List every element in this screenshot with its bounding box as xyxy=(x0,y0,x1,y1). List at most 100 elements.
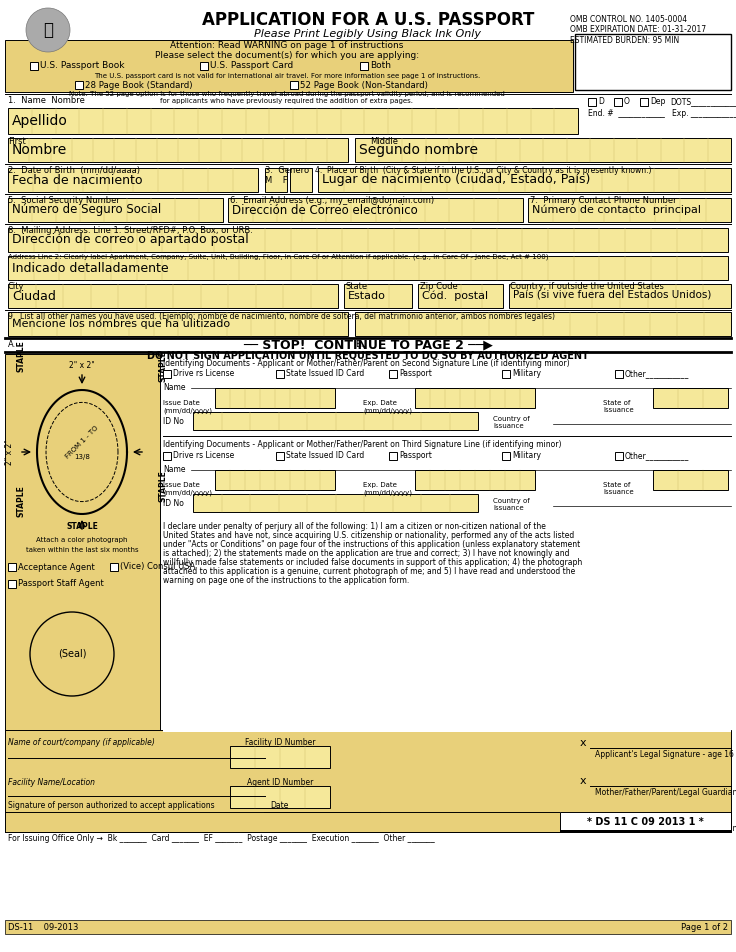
Bar xyxy=(75,81,83,89)
Text: U.S. Passport Book: U.S. Passport Book xyxy=(40,62,124,70)
Text: STAPLE: STAPLE xyxy=(16,486,25,517)
Text: Name of court/company (if applicable): Name of court/company (if applicable) xyxy=(8,738,155,747)
Bar xyxy=(653,388,728,408)
Text: taken within the last six months: taken within the last six months xyxy=(26,547,138,553)
Text: Zip Code: Zip Code xyxy=(420,282,458,291)
Bar xyxy=(193,494,478,512)
Bar xyxy=(502,452,510,460)
Text: Attach a color photograph: Attach a color photograph xyxy=(36,537,128,543)
Text: Name: Name xyxy=(163,466,185,474)
Text: Both: Both xyxy=(370,62,391,70)
Text: Estado: Estado xyxy=(348,291,386,301)
Text: I declare under penalty of perjury all of the following: 1) I am a citizen or no: I declare under penalty of perjury all o… xyxy=(163,522,546,531)
Bar xyxy=(502,370,510,378)
Text: warning on page one of the instructions to the application form.: warning on page one of the instructions … xyxy=(163,576,409,585)
Text: Other___________: Other___________ xyxy=(625,369,690,379)
Text: Name: Name xyxy=(163,384,185,392)
Text: Apellido: Apellido xyxy=(12,114,68,128)
Text: Mencione los nombres que ha ulitizado: Mencione los nombres que ha ulitizado xyxy=(12,319,230,329)
Text: Address Line 2: Clearly label Apartment, Company, Suite, Unit, Building, Floor, : Address Line 2: Clearly label Apartment,… xyxy=(8,254,548,261)
Text: Mother/Father/Parent/Legal Guardian's Signature (if identifying minor): Mother/Father/Parent/Legal Guardian's Si… xyxy=(595,824,736,833)
Text: 13/8: 13/8 xyxy=(74,454,90,460)
Text: Page 1 of 2: Page 1 of 2 xyxy=(681,922,728,931)
Text: Country, if outside the United States: Country, if outside the United States xyxy=(510,282,664,291)
Text: DS-11    09-2013: DS-11 09-2013 xyxy=(8,922,78,931)
Text: Signature of person authorized to accept applications: Signature of person authorized to accept… xyxy=(8,801,215,810)
Bar xyxy=(640,98,648,106)
Bar xyxy=(8,228,728,252)
Text: Acceptance Agent: Acceptance Agent xyxy=(18,563,95,571)
Text: U.S. Passport Card: U.S. Passport Card xyxy=(210,62,293,70)
Text: Cód.  postal: Cód. postal xyxy=(422,290,488,301)
Text: Dirección de correo o apartado postal: Dirección de correo o apartado postal xyxy=(12,233,249,247)
Text: Número de contacto  principal: Número de contacto principal xyxy=(532,205,701,215)
Bar xyxy=(360,62,368,70)
Text: End. #  ____________   Exp. _______________: End. # ____________ Exp. _______________ xyxy=(588,109,736,118)
Text: Facility Name/Location: Facility Name/Location xyxy=(8,778,95,787)
Text: United States and have not, since acquiring U.S. citizenship or nationality, per: United States and have not, since acquir… xyxy=(163,531,574,540)
Bar xyxy=(615,370,623,378)
Text: Indicado detalladamente: Indicado detalladamente xyxy=(12,262,169,274)
Text: x: x xyxy=(580,776,587,786)
Text: for applicants who have previously required the addition of extra pages.: for applicants who have previously requi… xyxy=(160,98,414,104)
Text: Mother/Father/Parent/Legal Guardian's Signature (if identifying minor): Mother/Father/Parent/Legal Guardian's Si… xyxy=(595,788,736,797)
Text: FROM 1 - TO: FROM 1 - TO xyxy=(65,425,99,460)
Text: Identifying Documents - Applicant or Mother/Father/Parent on Second Signature Li: Identifying Documents - Applicant or Mot… xyxy=(163,359,570,368)
Text: Military: Military xyxy=(512,451,541,461)
Bar xyxy=(565,814,572,830)
Text: País (si vive fuera del Estados Unidos): País (si vive fuera del Estados Unidos) xyxy=(513,291,712,301)
Text: APPLICATION FOR A U.S. PASSPORT: APPLICATION FOR A U.S. PASSPORT xyxy=(202,11,534,29)
Text: 🦅: 🦅 xyxy=(43,21,53,39)
Text: x: x xyxy=(580,812,587,822)
Text: 3.  Genero: 3. Genero xyxy=(265,166,309,175)
Text: DOTS______________: DOTS______________ xyxy=(670,97,736,107)
Bar xyxy=(685,814,692,830)
Text: A.: A. xyxy=(8,340,16,349)
Text: 52 Page Book (Non-Standard): 52 Page Book (Non-Standard) xyxy=(300,81,428,89)
Bar xyxy=(5,338,731,352)
Text: B.: B. xyxy=(355,340,364,349)
Bar xyxy=(8,138,348,162)
Text: x: x xyxy=(580,738,587,748)
Bar xyxy=(5,40,573,92)
Text: (Seal): (Seal) xyxy=(57,649,86,659)
Bar xyxy=(163,452,171,460)
Text: Drive rs License: Drive rs License xyxy=(173,369,234,379)
Text: Fecha de nacimiento: Fecha de nacimiento xyxy=(12,173,143,187)
Bar xyxy=(276,370,284,378)
Bar xyxy=(580,814,587,830)
Bar xyxy=(625,814,632,830)
Text: State of
Issuance: State of Issuance xyxy=(603,482,634,495)
Bar xyxy=(163,522,731,732)
Bar xyxy=(5,920,731,934)
Bar xyxy=(575,34,731,90)
Text: STAPLE: STAPLE xyxy=(66,522,98,531)
Text: 9.  List all other names you have used. (Ejemplo: nombre de nacimiento, nombre d: 9. List all other names you have used. (… xyxy=(8,312,555,321)
Bar xyxy=(276,452,284,460)
Text: STAPLE: STAPLE xyxy=(158,470,167,502)
Bar xyxy=(509,284,731,308)
Text: Other___________: Other___________ xyxy=(625,451,690,461)
Text: 2" x 2": 2" x 2" xyxy=(69,361,95,370)
Text: Lugar de nacimiento (ciudad, Estado, País): Lugar de nacimiento (ciudad, Estado, Paí… xyxy=(322,173,590,187)
Text: Applicant's Legal Signature - age 16 and older: Applicant's Legal Signature - age 16 and… xyxy=(595,750,736,759)
Text: ID No: ID No xyxy=(163,500,184,508)
Text: Passport: Passport xyxy=(399,369,432,379)
Bar xyxy=(614,98,622,106)
Bar xyxy=(355,312,731,336)
Bar xyxy=(344,284,412,308)
Bar xyxy=(8,198,223,222)
Text: Ciudad: Ciudad xyxy=(12,289,56,303)
Text: ID No: ID No xyxy=(163,418,184,426)
Text: Middle: Middle xyxy=(370,137,398,146)
Text: 28 Page Book (Standard): 28 Page Book (Standard) xyxy=(85,81,193,89)
Text: Drive rs License: Drive rs License xyxy=(173,451,234,461)
Text: 7.  Primary Contact Phone Number: 7. Primary Contact Phone Number xyxy=(530,196,676,205)
Text: State Issued ID Card: State Issued ID Card xyxy=(286,369,364,379)
Circle shape xyxy=(30,612,114,696)
Bar xyxy=(290,168,312,192)
Text: City: City xyxy=(8,282,24,291)
Text: is attached); 2) the statements made on the application are true and correct; 3): is attached); 2) the statements made on … xyxy=(163,549,570,558)
Text: 2" x 2": 2" x 2" xyxy=(5,439,15,465)
Text: 6.  Email Address (e.g., my_email@domain.com): 6. Email Address (e.g., my_email@domain.… xyxy=(230,196,434,205)
